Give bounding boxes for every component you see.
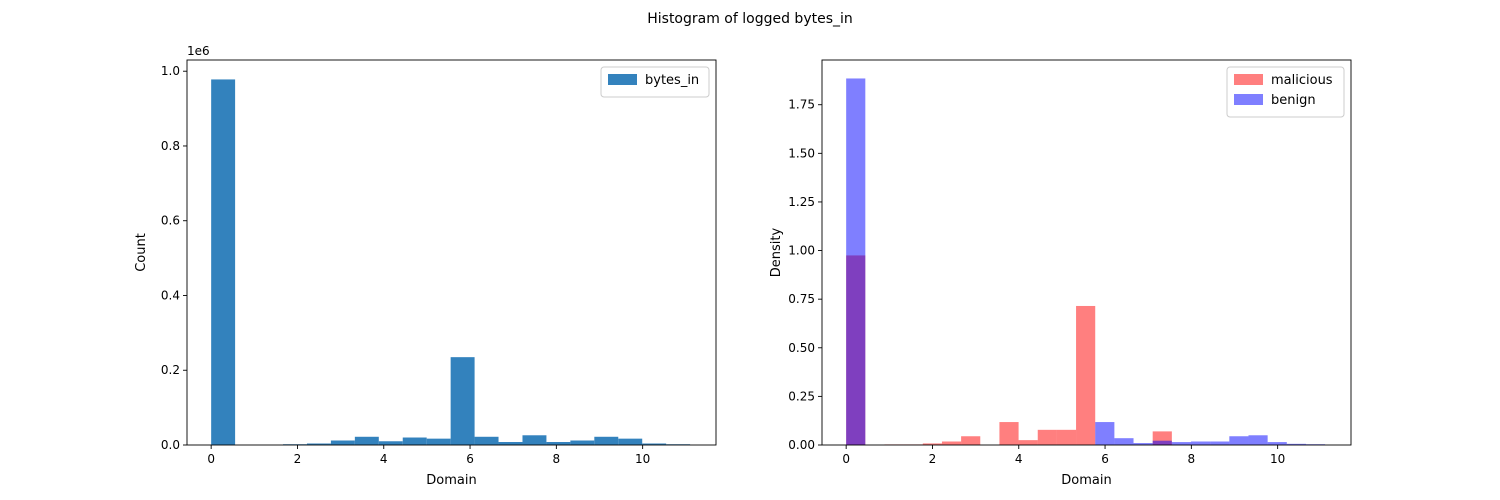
x-tick-label: 2 (929, 452, 937, 466)
histogram-bar-benign (1229, 436, 1249, 445)
histogram-bar-benign (1114, 438, 1134, 445)
y-tick-label: 0.25 (788, 389, 815, 403)
histogram-bar-benign (1095, 422, 1115, 445)
y-tick-label: 0.50 (788, 341, 815, 355)
histogram-bar-benign (1210, 441, 1230, 445)
y-tick-label: 0.6 (161, 214, 180, 228)
legend-label-bytes_in: bytes_in (645, 73, 699, 88)
x-axis-label: Domain (426, 473, 476, 488)
x-tick-label: 2 (294, 452, 302, 466)
y-tick-label: 1.50 (788, 146, 815, 160)
histogram-bar-bytes_in (354, 436, 379, 445)
x-tick-label: 10 (635, 452, 650, 466)
x-axis-label: Domain (1061, 473, 1111, 488)
histogram-bar-bytes_in (522, 435, 547, 445)
chart-left-count-histogram: 0 2 4 6 8 10 0.0 0.2 0.4 0.6 0.8 1.0 Domain Count 1e6 b… (134, 44, 717, 488)
plot-frame (186, 59, 717, 446)
legend-label-malicious: malicious (1271, 73, 1333, 88)
y-tick-label: 1.00 (788, 244, 815, 258)
x-tick-label: 4 (380, 452, 388, 466)
histogram-bar-bytes_in (498, 442, 523, 445)
histogram-bar-bytes_in (546, 442, 571, 445)
x-tick-label: 10 (1270, 452, 1285, 466)
histogram-bar-benign (1286, 443, 1306, 445)
legend: bytes_in (600, 66, 710, 98)
histogram-bar-malicious (1037, 429, 1057, 445)
y-tick-label: 1.75 (788, 98, 815, 112)
legend-swatch-bytes_in (608, 74, 637, 85)
histogram-bar-bytes_in (426, 438, 451, 445)
histogram-bar-bytes_in (474, 436, 499, 445)
histogram-bar-bytes_in (450, 357, 475, 445)
histogram-bar-malicious (1018, 440, 1038, 445)
plot-frame (821, 59, 1352, 446)
histogram-bar-malicious (922, 443, 942, 445)
histogram-bar-bytes_in (594, 436, 619, 445)
histogram-bar-benign (1248, 435, 1268, 445)
histogram-bar-benign (1191, 441, 1211, 445)
y-tick-label: 1.0 (161, 64, 180, 78)
y-tick-label: 0.0 (161, 438, 180, 452)
histogram-bar-bytes_in (618, 438, 643, 445)
y-axis-offset-label: 1e6 (187, 44, 210, 58)
histogram-bar-benign (1267, 442, 1287, 445)
y-tick-label: 1.25 (788, 195, 815, 209)
histogram-bar-benign (1152, 440, 1172, 445)
x-tick-label: 0 (842, 452, 850, 466)
histogram-bar-malicious (941, 441, 962, 445)
histogram-bar-bytes_in (642, 443, 667, 445)
histogram-bar-benign (846, 78, 866, 445)
legend-swatch-benign (1234, 94, 1263, 105)
legend-label-benign: benign (1271, 93, 1316, 108)
legend-swatch-malicious (1234, 74, 1263, 85)
y-tick-label: 0.2 (161, 363, 180, 377)
histogram-bar-malicious (961, 436, 981, 445)
chart-right-density-histogram: 0 2 4 6 8 10 0.00 0.25 0.50 0.75 1.00 1.25 1.50 1.75 D… (769, 59, 1352, 488)
y-tick-label: 0.4 (161, 288, 180, 302)
histogram-bar-malicious (999, 422, 1019, 445)
x-tick-label: 4 (1015, 452, 1023, 466)
histogram-bar-bytes_in (330, 440, 355, 445)
histogram-bar-malicious (1076, 305, 1096, 445)
histogram-bar-bytes_in (570, 440, 595, 445)
histogram-bar-bytes_in (211, 79, 236, 445)
histogram-bar-bytes_in (378, 441, 403, 445)
figure-title: Histogram of logged bytes_in (647, 11, 853, 27)
histogram-bar-benign (1133, 443, 1153, 445)
histogram-bar-benign (1171, 442, 1192, 445)
x-tick-label: 8 (553, 452, 561, 466)
histogram-bar-bytes_in (402, 437, 427, 445)
histogram-bar-bytes_in (306, 443, 331, 445)
histogram-bar-malicious (1056, 429, 1077, 445)
x-tick-label: 0 (207, 452, 215, 466)
x-tick-label: 8 (1188, 452, 1196, 466)
x-tick-label: 6 (466, 452, 474, 466)
y-axis-label: Density (769, 227, 784, 277)
legend: malicious benign (1226, 66, 1345, 118)
x-tick-label: 6 (1101, 452, 1109, 466)
y-tick-label: 0.00 (788, 438, 815, 452)
y-tick-label: 0.75 (788, 292, 815, 306)
y-tick-label: 0.8 (161, 139, 180, 153)
y-axis-label: Count (134, 233, 149, 272)
